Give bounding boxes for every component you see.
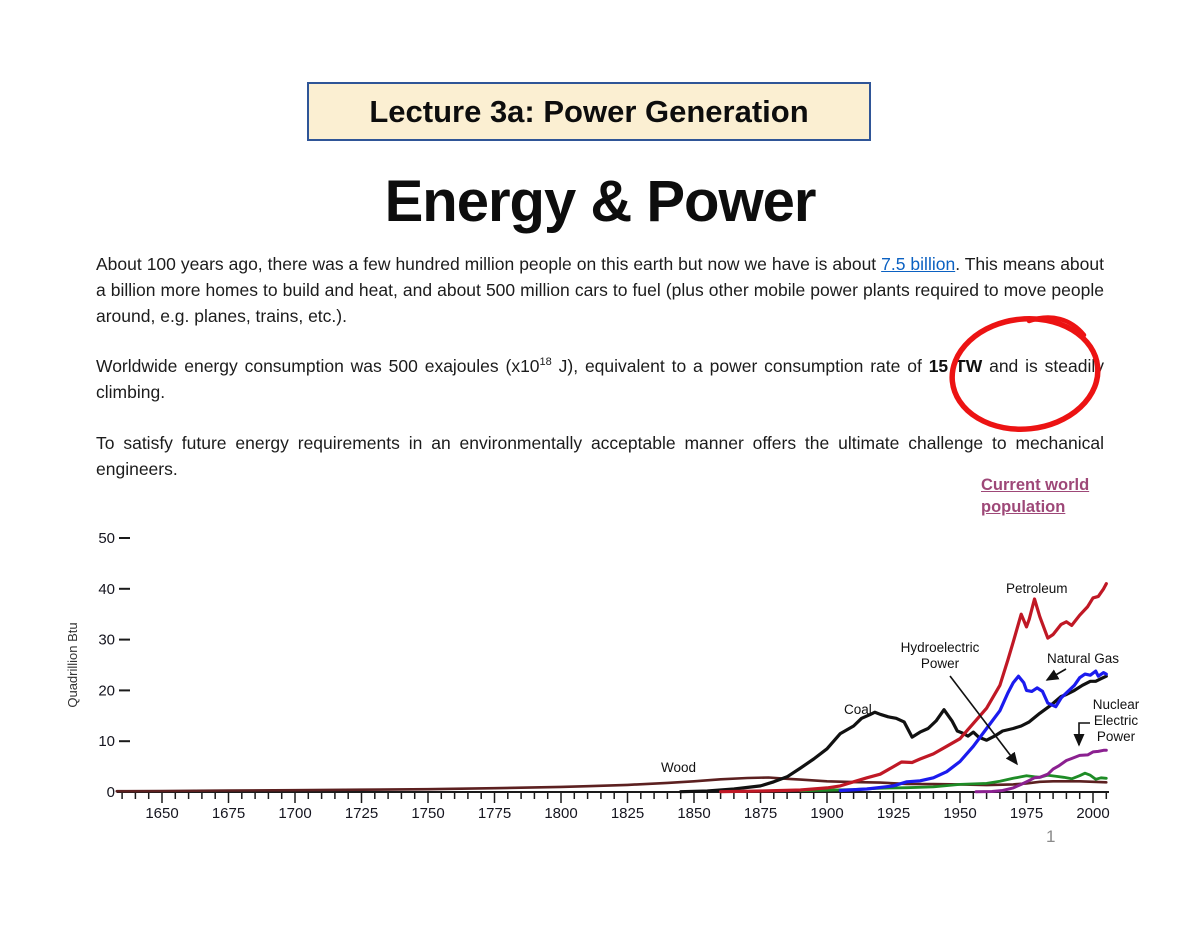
svg-text:10: 10 [98,733,115,750]
page-number: 1 [1046,827,1056,846]
population-count-link[interactable]: 7.5 billion [881,254,956,274]
svg-text:1875: 1875 [744,805,777,822]
natural-gas-series-label: Natural Gas [1047,651,1120,666]
svg-text:20: 20 [98,682,115,699]
svg-text:1750: 1750 [411,805,444,822]
svg-text:1950: 1950 [943,805,976,822]
hydroelectric-series-label: Hydroelectric Power [900,640,980,671]
svg-text:50: 50 [98,530,115,547]
paragraph-population: About 100 years ago, there was a few hun… [96,252,1104,329]
wood-series-label: Wood [661,760,697,775]
power-rate-value: 15 TW [928,356,983,377]
svg-text:1975: 1975 [1010,805,1043,822]
paragraph-1-text-cont: . This means about a billion more homes … [96,254,1104,326]
svg-text:40: 40 [98,581,115,598]
svg-text:1800: 1800 [544,805,577,822]
natural-gas-arrow [1045,668,1067,681]
svg-text:2000: 2000 [1076,805,1109,822]
svg-text:1900: 1900 [810,805,843,822]
paragraph-challenge: To satisfy future energy requirements in… [96,432,1104,479]
paragraph-2-text: Worldwide energy consumption was 500 exa… [96,356,540,377]
slide-title: Energy & Power [384,169,817,234]
svg-text:0: 0 [107,784,115,801]
chart-annotation-arrows [949,668,1090,766]
svg-text:1825: 1825 [611,805,644,822]
lecture-title-text: Lecture 3a: Power Generation [369,93,809,129]
paragraph-2-text-cont: J), equivalent to a power consumption ra… [551,356,929,377]
svg-text:1850: 1850 [677,805,710,822]
petroleum-series-label: Petroleum [1006,581,1068,596]
svg-text:1700: 1700 [278,805,311,822]
exponent-18: 18 [539,356,552,369]
nuclear-series-label: Nuclear Electric Power [1092,697,1140,744]
body-text: About 100 years ago, there was a few hun… [96,252,1104,508]
svg-text:1775: 1775 [478,805,511,822]
svg-text:Quadrillion Btu: Quadrillion Btu [65,622,80,707]
svg-text:1725: 1725 [345,805,378,822]
coal-series-label: Coal [844,702,872,717]
svg-text:30: 30 [98,632,115,649]
paragraph-1-text: About 100 years ago, there was a few hun… [96,254,882,274]
lecture-title-box: Lecture 3a: Power Generation [307,82,871,141]
svg-text:1650: 1650 [145,805,178,822]
svg-text:1675: 1675 [212,805,245,822]
hydroelectric-arrow [949,675,1018,766]
current-world-population-link[interactable]: Current world population [981,476,1090,516]
svg-text:1925: 1925 [877,805,910,822]
paragraph-energy-consumption: Worldwide energy consumption was 500 exa… [96,354,1104,406]
